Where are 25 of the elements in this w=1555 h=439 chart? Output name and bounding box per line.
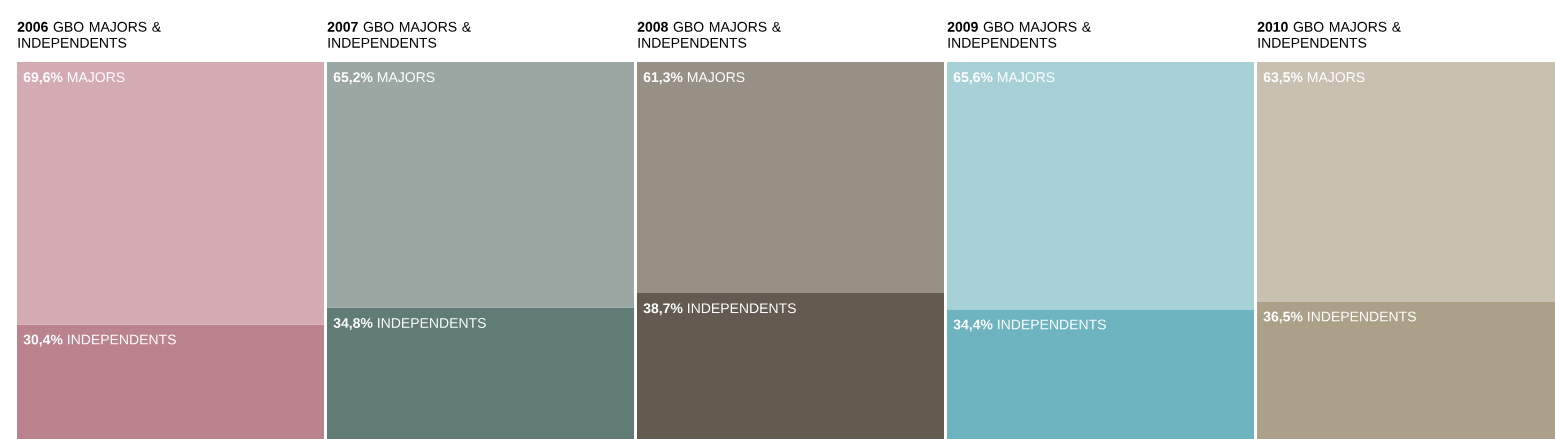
series-label: INDEPENDENTS bbox=[688, 303, 796, 314]
data-label: 38,7% bbox=[643, 303, 683, 316]
data-label: 36,5% bbox=[1263, 311, 1303, 324]
chart-title: 2006 GBO MAJORS & INDEPENDENTS bbox=[17, 21, 161, 48]
chart-title: 2007 GBO MAJORS & INDEPENDENTS bbox=[327, 21, 471, 48]
series-label: INDEPENDENTS bbox=[998, 319, 1106, 330]
data-label: 63,5% bbox=[1263, 72, 1303, 85]
data-label: 65,6% bbox=[953, 72, 993, 85]
chart-title: 2009 GBO MAJORS & INDEPENDENTS bbox=[947, 21, 1091, 48]
series-label: MAJORS bbox=[377, 72, 435, 83]
series-label: MAJORS bbox=[687, 72, 745, 83]
data-label: 30,4% bbox=[23, 334, 63, 347]
data-label: 65,2% bbox=[333, 72, 373, 85]
data-label: 69,6% bbox=[23, 72, 63, 85]
series-label: INDEPENDENTS bbox=[1308, 311, 1416, 322]
chart-title: 2008 GBO MAJORS & INDEPENDENTS bbox=[637, 21, 781, 48]
data-label: 34,4% bbox=[953, 319, 993, 332]
series-label: MAJORS bbox=[1307, 72, 1365, 83]
series-label: MAJORS bbox=[67, 72, 125, 83]
data-label: 34,8% bbox=[333, 317, 373, 330]
series-label: MAJORS bbox=[997, 72, 1055, 83]
data-label: 61,3% bbox=[643, 72, 683, 85]
chart-title: 2010 GBO MAJORS & INDEPENDENTS bbox=[1257, 21, 1401, 48]
series-label: INDEPENDENTS bbox=[378, 317, 486, 328]
series-label: INDEPENDENTS bbox=[68, 334, 176, 345]
